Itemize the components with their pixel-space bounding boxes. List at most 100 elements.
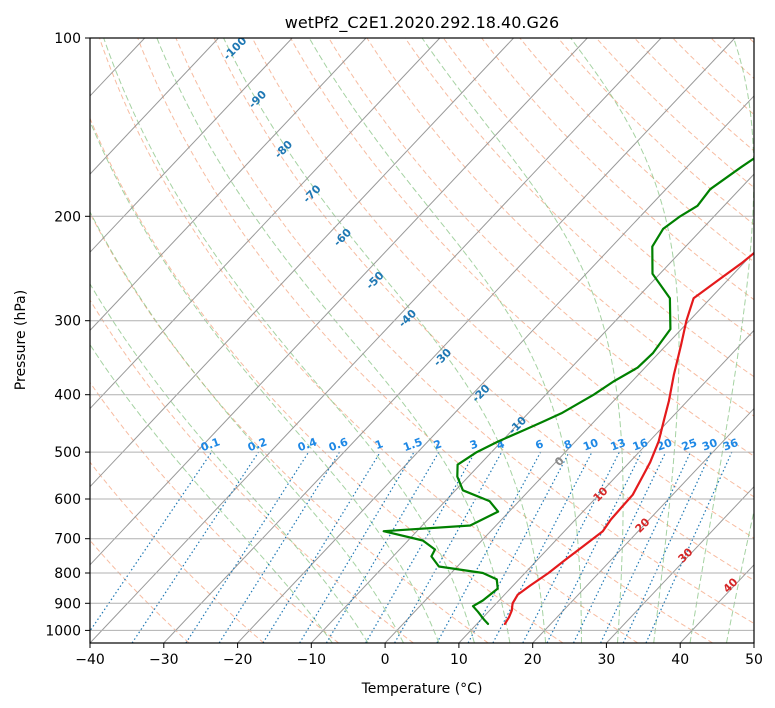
dry-adiabat-line xyxy=(90,381,339,643)
mixing-ratio-line xyxy=(436,451,542,643)
x-tick-label: 50 xyxy=(745,652,763,668)
mixing-ratio-line xyxy=(90,451,213,633)
mixing-ratio-line xyxy=(394,451,503,643)
mixing-ratio-label: 1 xyxy=(373,437,385,452)
mixing-ratio-label: 25 xyxy=(680,436,699,453)
dry-adiabat-line xyxy=(328,38,754,457)
dry-adiabat-line xyxy=(557,38,754,226)
dry-adiabat-line xyxy=(595,38,754,189)
dry-adiabat-line xyxy=(634,38,754,152)
isotherm-line xyxy=(237,95,754,643)
dry-adiabat-line xyxy=(90,461,265,643)
y-tick-label: 300 xyxy=(54,314,81,330)
y-tick-label: 500 xyxy=(54,445,81,461)
x-tick-label: −10 xyxy=(297,652,327,668)
dry-adiabat-line xyxy=(137,38,713,643)
y-tick-label: 900 xyxy=(54,596,81,612)
mixing-ratio-label: 13 xyxy=(609,436,628,453)
mixing-ratio-label: 0.6 xyxy=(327,435,350,454)
isotherm-line xyxy=(90,38,293,253)
plot-frame xyxy=(89,37,755,644)
moist-adiabat-line xyxy=(90,210,404,643)
background-labels: 0.1 0.2 0.4 0.6 1 1.5 2 3 4 6 8 10 13 16 20 25 30 36-100-… xyxy=(199,38,741,596)
dry-adiabat-line xyxy=(99,38,639,643)
isotherm-line xyxy=(606,485,754,643)
dry-adiabat-line xyxy=(213,38,754,581)
mixing-ratio-line xyxy=(467,451,570,643)
mixing-ratio-line xyxy=(185,451,310,643)
mixing-ratio-line xyxy=(572,451,667,643)
moist-adiabat-line xyxy=(308,38,582,643)
mixing-ratio-line xyxy=(645,451,733,643)
isotherm-line xyxy=(90,38,367,332)
profile-lines xyxy=(382,157,754,626)
isotherm-line xyxy=(90,38,662,643)
dry-adiabat-line xyxy=(404,38,754,378)
dewpoint-profile-line xyxy=(382,157,754,626)
mixing-ratio-label: 30 xyxy=(700,436,719,454)
mixing-ratio-label: 0.2 xyxy=(246,435,269,454)
mixing-ratio-label: 10 xyxy=(581,436,600,454)
isotherm-line xyxy=(90,38,219,175)
isotherm-line xyxy=(458,329,754,643)
mixing-ratio-label: 36 xyxy=(721,436,740,454)
isotherm-line xyxy=(163,38,736,643)
mixing-ratio-line xyxy=(365,451,476,643)
dry-adiabat-line xyxy=(251,38,754,539)
x-tick-label: 40 xyxy=(671,652,689,668)
background-lines xyxy=(90,38,754,643)
y-axis: 100 200 300 400 500 600 700 800 900 1000 xyxy=(45,31,90,639)
mixing-ratio-label: 0.1 xyxy=(199,435,222,454)
mixing-ratio-label: 6 xyxy=(534,437,546,452)
moist-adiabat-line xyxy=(689,38,754,643)
x-tick-label: 0 xyxy=(381,652,390,668)
y-tick-label: 800 xyxy=(54,566,81,582)
isotherm-line xyxy=(90,38,514,488)
isotherm-line xyxy=(90,38,588,566)
dry-adiabat-line xyxy=(442,38,754,339)
x-tick-label: 30 xyxy=(597,652,615,668)
mixing-ratio-line xyxy=(299,451,415,643)
y-tick-label: 400 xyxy=(54,388,81,404)
x-axis-title: Temperature (°C) xyxy=(361,681,483,697)
y-axis-title: Pressure (hPa) xyxy=(13,290,29,390)
x-tick-label: 20 xyxy=(524,652,542,668)
x-axis: −40 −30 −20 −10 0 10 20 30 40 50 xyxy=(75,643,763,668)
isotherm-line xyxy=(384,251,754,643)
mixing-ratio-label: 3 xyxy=(468,437,480,452)
isotherm-line xyxy=(310,173,754,643)
mixing-ratio-line xyxy=(325,451,440,643)
mixing-ratio-label: 16 xyxy=(631,436,650,454)
isotherm-line xyxy=(532,407,754,643)
mixing-ratio-label: 1.5 xyxy=(401,435,424,454)
y-tick-label: 600 xyxy=(54,492,81,508)
moist-adiabat-line xyxy=(90,283,369,643)
mixing-ratio-label: 2 xyxy=(432,437,444,452)
x-tick-label: 10 xyxy=(450,652,468,668)
y-tick-label: 1000 xyxy=(45,623,81,639)
chart-title: wetPf2_C2E1.2020.292.18.40.G26 xyxy=(285,13,559,33)
moist-adiabat-line xyxy=(570,38,680,643)
y-tick-label: 200 xyxy=(54,209,81,225)
y-tick-label: 100 xyxy=(54,31,81,47)
mixing-ratio-label: 8 xyxy=(562,437,574,452)
pressure-grid xyxy=(90,38,754,631)
dry-adiabat-line xyxy=(175,38,754,625)
x-tick-label: −30 xyxy=(149,652,179,668)
mixing-ratio-label: 4 xyxy=(495,437,507,452)
x-tick-label: −20 xyxy=(223,652,253,668)
y-tick-label: 700 xyxy=(54,532,81,548)
mixing-ratio-line xyxy=(622,451,712,643)
mixing-ratio-label: 0.4 xyxy=(296,435,319,454)
dry-adiabat-line xyxy=(519,38,754,263)
dry-adiabat-line xyxy=(290,38,754,498)
mixing-ratio-line xyxy=(218,451,341,643)
isotherm-line xyxy=(90,38,441,410)
temperature-profile-line xyxy=(503,251,754,626)
moist-adiabat-line xyxy=(103,38,475,643)
moist-adiabat-line xyxy=(726,508,754,643)
x-tick-label: −40 xyxy=(75,652,105,668)
dry-adiabat-line xyxy=(366,38,754,417)
